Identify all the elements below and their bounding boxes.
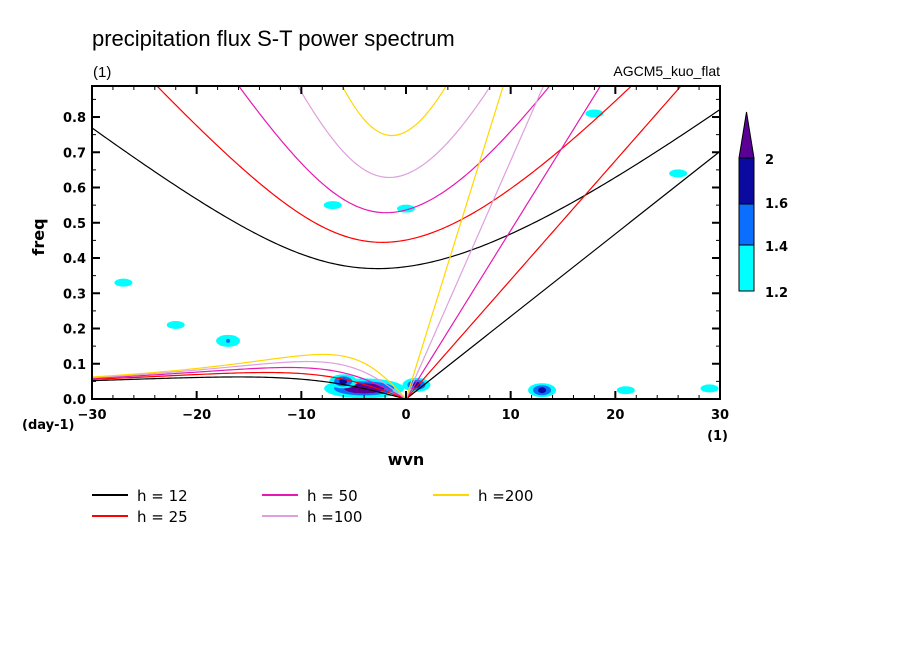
y-tick-label: 0.8 <box>63 111 86 126</box>
colorbar-segment <box>738 244 755 292</box>
dispersion-curves <box>92 86 720 399</box>
legend-label: h = 50 <box>307 487 358 505</box>
y-tick-label: 0.7 <box>63 146 86 161</box>
legend-label: h = 25 <box>137 508 188 526</box>
x-tick-label: −30 <box>78 408 107 423</box>
shaded-patch <box>323 201 342 210</box>
x-tick-label: −10 <box>287 408 316 423</box>
gravity-curve <box>92 108 720 270</box>
colorbar-arrow <box>738 111 755 159</box>
rossby-curve <box>92 366 407 399</box>
shaded-patch <box>616 386 635 395</box>
y-tick-label: 0.0 <box>63 393 86 408</box>
legend: h = 12 h = 25 h = 50 h =100 h =200 <box>92 487 533 526</box>
axis-ticks <box>91 86 721 400</box>
y-axis-label: freq <box>29 218 48 255</box>
y-tick-label: 0.5 <box>63 217 86 232</box>
kelvin-curve <box>405 86 545 399</box>
subtitle-left: (1) <box>93 64 111 81</box>
kelvin-curve <box>405 86 504 399</box>
gravity-curve <box>156 86 633 243</box>
y-tick-label: 0.1 <box>63 358 86 373</box>
rossby-curve <box>92 360 407 399</box>
legend-label: h = 12 <box>137 487 188 505</box>
colorbar-segment <box>738 157 755 205</box>
y-tick-label: 0.4 <box>63 252 86 267</box>
gravity-curve <box>341 86 447 137</box>
colorbar-segment <box>738 203 755 246</box>
shaded-patch <box>538 387 547 394</box>
shaded-patch <box>166 320 185 329</box>
y-unit-label: (day-1) <box>22 418 74 433</box>
x-tick-label: 0 <box>401 408 410 423</box>
rossby-curve <box>92 353 407 399</box>
shaded-patches <box>114 109 719 399</box>
x-tick-label: −20 <box>182 408 211 423</box>
gravity-curve <box>238 86 551 214</box>
kelvin-curve <box>405 86 682 399</box>
kelvin-curve <box>405 150 720 399</box>
gravity-curve <box>297 86 492 179</box>
colorbar-label: 1.2 <box>765 286 788 301</box>
rossby-curve <box>92 371 407 399</box>
rossby-curve <box>92 376 407 399</box>
x-axis-label: wvn <box>388 450 425 469</box>
shaded-patch <box>226 338 231 343</box>
kelvin-curve <box>405 86 602 399</box>
axis-tick-labels: −30 −20 −10 0 10 20 30 0.0 0.1 0.2 0.3 0.4 0.5 0.6 0.7… <box>63 111 729 423</box>
legend-label: h =100 <box>307 508 362 526</box>
x-unit-label: (1) <box>707 429 728 444</box>
colorbar: 1.2 1.4 1.6 2 <box>738 111 788 301</box>
x-tick-label: 10 <box>502 408 520 423</box>
shaded-patch <box>669 169 688 178</box>
y-tick-label: 0.6 <box>63 182 86 197</box>
subtitle-right: AGCM5_kuo_flat <box>613 63 720 79</box>
x-tick-label: 20 <box>606 408 624 423</box>
plot-frame <box>91 85 721 400</box>
colorbar-label: 2 <box>765 153 774 168</box>
shaded-patch <box>585 109 604 118</box>
x-tick-label: 30 <box>711 408 729 423</box>
y-tick-label: 0.3 <box>63 287 86 302</box>
chart-title: precipitation flux S-T power spectrum <box>92 26 455 51</box>
shaded-patch <box>114 278 133 287</box>
shaded-patch <box>700 384 719 393</box>
y-tick-label: 0.2 <box>63 323 86 338</box>
colorbar-label: 1.6 <box>765 197 788 212</box>
colorbar-label: 1.4 <box>765 240 788 255</box>
legend-label: h =200 <box>478 487 533 505</box>
